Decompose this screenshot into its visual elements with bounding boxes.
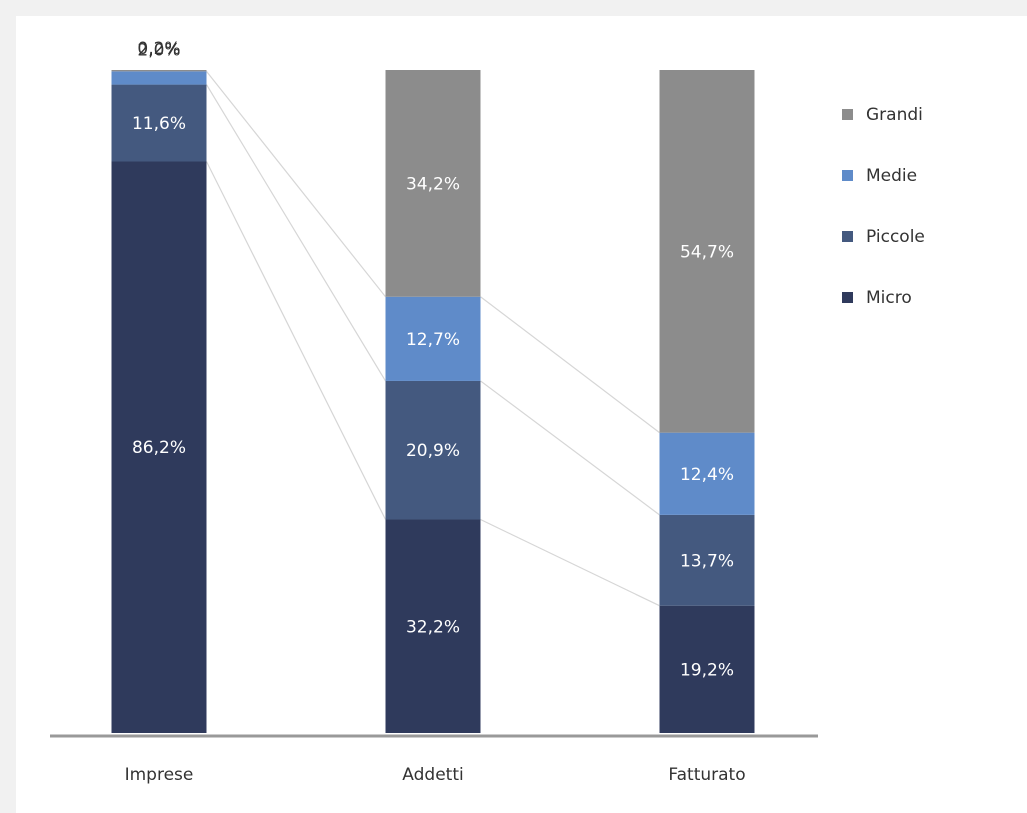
x-tick-label-fatturato: Fatturato bbox=[668, 765, 745, 785]
bar-imprese-medie bbox=[111, 71, 207, 85]
legend-label-micro: Micro bbox=[866, 288, 912, 308]
data-label-fatturato-grandi: 54,7% bbox=[680, 242, 734, 262]
connector-addetti-piccole bbox=[480, 380, 660, 516]
legend-swatch-medie bbox=[842, 170, 853, 181]
bar-imprese-micro bbox=[111, 161, 207, 733]
legend-label-grandi: Grandi bbox=[866, 105, 923, 125]
connector-lines bbox=[205, 70, 660, 607]
x-tick-label-imprese: Imprese bbox=[125, 765, 194, 785]
x-tick-label-addetti: Addetti bbox=[402, 765, 463, 785]
data-label-imprese-medie: 2,0% bbox=[137, 40, 180, 60]
legend: Grandi Medie Piccole Micro bbox=[842, 105, 925, 308]
data-label-fatturato-piccole: 13,7% bbox=[680, 551, 734, 571]
bar-fatturato-micro bbox=[659, 605, 755, 733]
legend-label-piccole: Piccole bbox=[866, 227, 925, 247]
bar-addetti-piccole bbox=[385, 380, 481, 520]
connector-addetti-micro bbox=[480, 518, 660, 607]
bars bbox=[111, 70, 755, 733]
data-label-addetti-grandi: 34,2% bbox=[406, 174, 460, 194]
data-label-imprese-micro: 86,2% bbox=[132, 438, 186, 458]
bar-imprese-grandi bbox=[111, 70, 207, 72]
bar-fatturato-medie bbox=[659, 432, 755, 515]
data-label-fatturato-medie: 12,4% bbox=[680, 465, 734, 485]
legend-swatch-piccole bbox=[842, 231, 853, 242]
bar-addetti-micro bbox=[385, 519, 481, 733]
connector-imprese-piccole bbox=[205, 84, 387, 382]
bar-addetti-medie bbox=[385, 296, 481, 381]
data-label-imprese-grandi: 0,2% bbox=[137, 39, 180, 59]
connector-imprese-medie bbox=[206, 70, 386, 298]
bar-imprese-piccole bbox=[111, 84, 207, 162]
connector-addetti-medie bbox=[480, 296, 660, 434]
legend-swatch-grandi bbox=[842, 109, 853, 120]
data-label-fatturato-micro: 19,2% bbox=[680, 660, 734, 680]
bar-fatturato-grandi bbox=[659, 70, 755, 433]
data-label-addetti-micro: 32,2% bbox=[406, 617, 460, 637]
legend-label-medie: Medie bbox=[866, 166, 917, 186]
data-label-addetti-medie: 12,7% bbox=[406, 330, 460, 350]
data-label-addetti-piccole: 20,9% bbox=[406, 441, 460, 461]
bar-addetti-grandi bbox=[385, 70, 481, 297]
data-label-imprese-piccole: 11,6% bbox=[132, 114, 186, 134]
connector-imprese-micro bbox=[205, 161, 387, 520]
bar-fatturato-piccole bbox=[659, 514, 755, 606]
data-labels: 86,2% 11,6% 2,0%0,2% 32,2% 20,9% 12,7% 34,2% 19… bbox=[132, 39, 734, 680]
legend-swatch-micro bbox=[842, 292, 853, 303]
